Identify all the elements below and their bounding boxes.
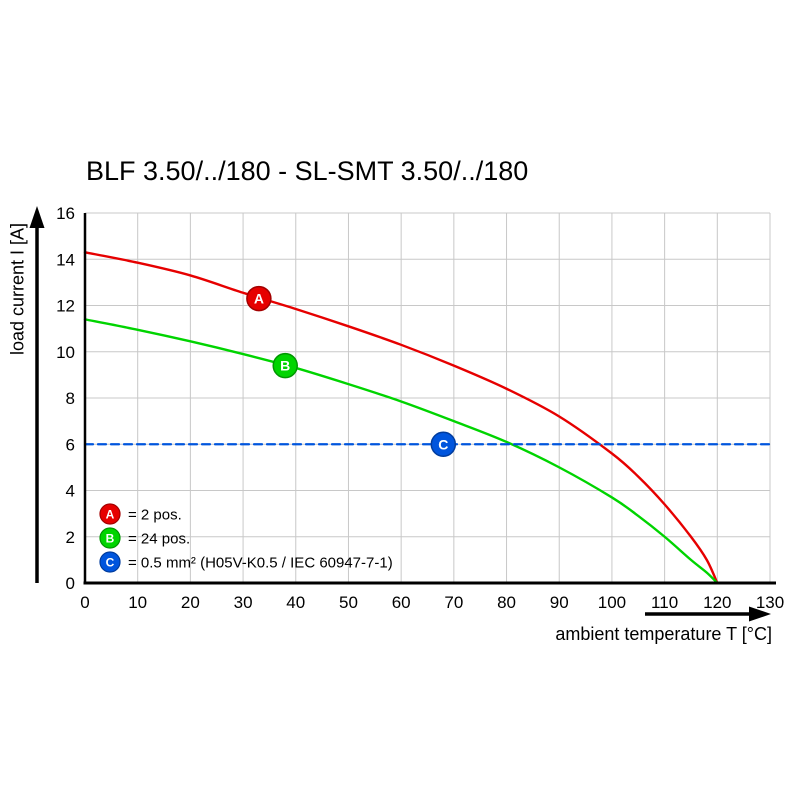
x-tick-label: 100 xyxy=(598,593,626,612)
x-tick-label: 80 xyxy=(497,593,516,612)
legend-text-C: = 0.5 mm² (H05V-K0.5 / IEC 60947-7-1) xyxy=(128,555,393,572)
legend-text-B: = 24 pos. xyxy=(128,531,190,548)
y-tick-label: 6 xyxy=(66,435,75,454)
legend-swatch-A xyxy=(99,503,121,525)
x-axis-arrow-head xyxy=(749,606,771,622)
x-tick-label: 0 xyxy=(80,593,89,612)
y-axis-arrow-head xyxy=(29,206,45,228)
x-axis-label: ambient temperature T [°C] xyxy=(555,624,772,644)
curve-B xyxy=(83,318,719,585)
x-tick-label: 50 xyxy=(339,593,358,612)
y-tick-label: 10 xyxy=(56,343,75,362)
x-tick-label: 30 xyxy=(234,593,253,612)
y-tick-label: 14 xyxy=(56,250,75,269)
legend-text-A: = 2 pos. xyxy=(128,507,182,524)
x-tick-label: 60 xyxy=(392,593,411,612)
marker-letter-C: C xyxy=(438,436,448,452)
y-tick-label: 2 xyxy=(66,528,75,547)
marker-B xyxy=(272,352,298,379)
marker-A xyxy=(246,285,272,312)
marker-C xyxy=(430,431,457,457)
curve-A xyxy=(83,251,719,585)
legend-letter-B: B xyxy=(106,532,115,546)
x-tick-label: 20 xyxy=(181,593,200,612)
y-tick-label: 4 xyxy=(66,482,75,501)
x-tick-label: 130 xyxy=(756,593,784,612)
x-tick-label: 110 xyxy=(651,593,678,612)
x-tick-label: 10 xyxy=(128,593,147,612)
x-tick-label: 120 xyxy=(703,593,731,612)
x-tick-label: 90 xyxy=(550,593,569,612)
marker-letter-A: A xyxy=(254,291,264,307)
x-tick-label: 70 xyxy=(444,593,463,612)
legend-letter-A: A xyxy=(106,508,115,522)
x-tick-label: 40 xyxy=(286,593,305,612)
y-tick-label: 0 xyxy=(66,574,75,593)
legend-swatch-C xyxy=(99,551,121,573)
y-tick-label: 16 xyxy=(56,204,75,223)
y-tick-label: 12 xyxy=(56,297,75,316)
legend-swatch-B xyxy=(99,527,121,549)
legend-letter-C: C xyxy=(106,556,115,570)
chart-title: BLF 3.50/../180 - SL-SMT 3.50/../180 xyxy=(86,156,529,186)
marker-letter-B: B xyxy=(280,358,290,374)
y-tick-label: 8 xyxy=(66,389,75,408)
